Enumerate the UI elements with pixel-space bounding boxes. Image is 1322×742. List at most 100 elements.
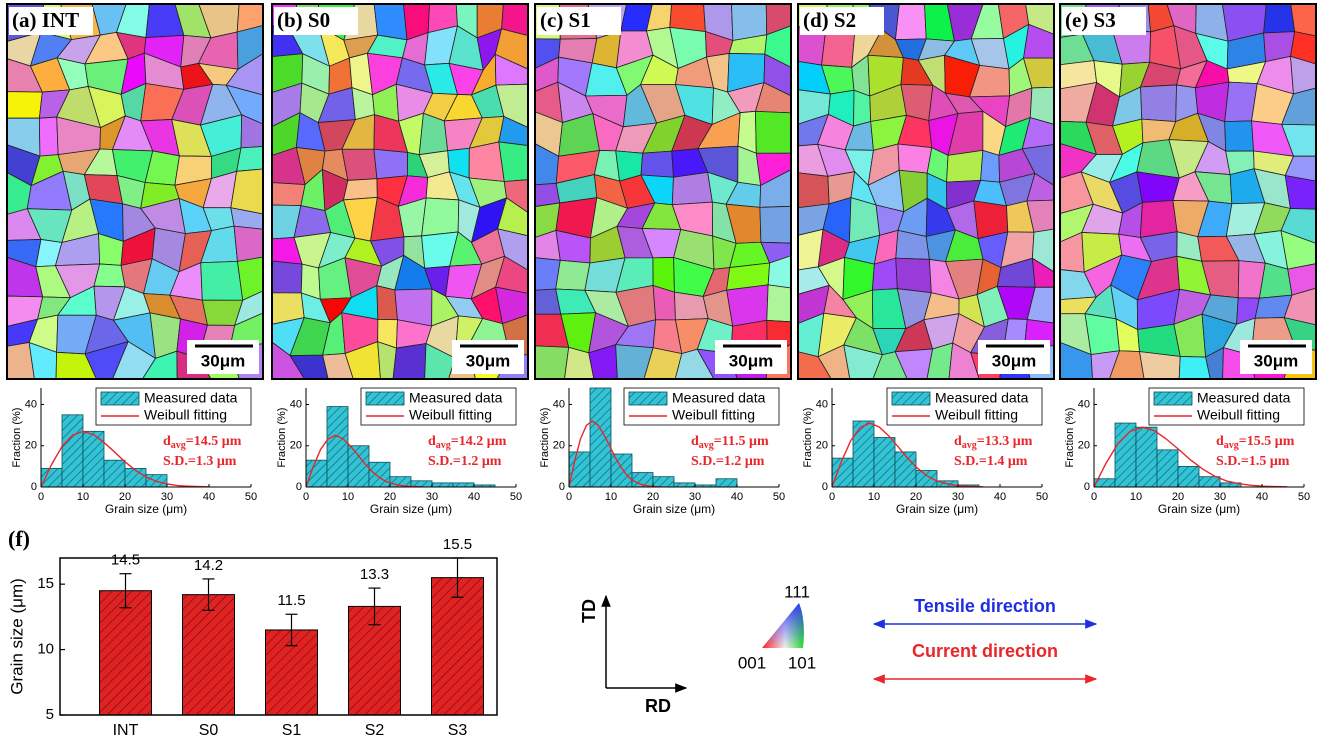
y-axis-label: Fraction (%) [276, 408, 288, 468]
value-label: 14.5 [111, 552, 140, 569]
figure: (a) INT30μm 0 20 40 0 10 20 30 40 50 Grain size (μ… [0, 0, 1322, 742]
y-tick-label: 20 [553, 440, 565, 452]
histogram-bar [874, 438, 895, 488]
histogram-bar [348, 446, 369, 487]
grain [898, 144, 932, 173]
annotation: davg=15.5 μm [1216, 434, 1295, 451]
histogram-bar [62, 415, 83, 487]
ebsd-map: (d) S230μm [798, 4, 1054, 379]
histogram-bar [1115, 423, 1136, 487]
annotation-subscript: avg [436, 440, 451, 451]
x-tick-label: S1 [282, 722, 302, 739]
histogram-bar [674, 483, 695, 487]
histogram-bar [611, 454, 632, 487]
x-tick-label: 20 [647, 491, 659, 503]
grain [1285, 175, 1316, 209]
tensile-label: Tensile direction [914, 596, 1056, 616]
x-tick-label: S0 [199, 722, 219, 739]
annotation-text: =14.2 μm [451, 434, 507, 449]
rd-label: RD [645, 696, 671, 716]
histogram-bar [104, 460, 125, 487]
x-tick-label: 0 [38, 491, 44, 503]
legend-label: Weibull fitting [935, 407, 1018, 423]
ebsd-map: (a) INT30μm [7, 4, 263, 379]
grain [641, 151, 673, 177]
annotation-subscript: avg [699, 440, 714, 451]
y-tick-label: 15 [37, 575, 54, 592]
legend-swatch [892, 392, 930, 405]
x-tick-label: 10 [77, 491, 89, 503]
y-tick-label: 10 [37, 641, 54, 658]
x-tick-label: 30 [1214, 491, 1226, 503]
y-tick-label: 40 [25, 398, 37, 410]
histogram-bar [653, 477, 674, 487]
y-tick-label: 20 [816, 440, 828, 452]
x-tick-label: 20 [384, 491, 396, 503]
grain [760, 206, 791, 243]
y-axis-label: Fraction (%) [802, 408, 814, 468]
annotation-subscript: avg [1224, 440, 1239, 451]
bar [183, 595, 235, 715]
grain [377, 286, 398, 320]
grain [672, 172, 712, 204]
annotation-subscript: avg [171, 440, 186, 451]
grain [1141, 85, 1177, 122]
ebsd-map: (b) S0 30μm [272, 4, 528, 379]
value-label: 11.5 [277, 592, 305, 609]
grain [39, 117, 58, 156]
panel-label: (b) S0 [277, 8, 330, 32]
x-tick-label: S2 [365, 722, 385, 739]
x-tick-label: 20 [1172, 491, 1184, 503]
x-tick-label: 50 [1036, 491, 1048, 503]
x-tick-label: 0 [303, 491, 309, 503]
legend-swatch [629, 392, 667, 405]
x-axis-label: Grain size (μm) [1158, 502, 1240, 516]
annotation-sd: S.D.=1.4 μm [954, 454, 1028, 469]
annotation-sd: S.D.=1.2 μm [428, 454, 502, 469]
annotation-text: =15.5 μm [1239, 434, 1295, 449]
x-tick-label: 40 [1256, 491, 1268, 503]
panel-label: (c) S1 [540, 8, 591, 32]
scale-bar-label: 30μm [466, 351, 510, 370]
legend-label: Weibull fitting [144, 407, 227, 423]
annotation: davg=13.3 μm [954, 434, 1033, 451]
x-tick-label: 30 [952, 491, 964, 503]
x-tick-label: 30 [426, 491, 438, 503]
grain [342, 149, 377, 180]
y-tick-label: 40 [816, 398, 828, 410]
x-tick-label: S3 [448, 722, 468, 739]
annotation-symbol: d [691, 434, 699, 449]
grain [201, 261, 243, 300]
ipf-label: 101 [788, 653, 816, 672]
scale-bar-label: 30μm [1254, 351, 1298, 370]
annotation-subscript: avg [962, 440, 977, 451]
bar [432, 578, 484, 715]
histogram-bar [41, 468, 62, 487]
x-tick-label: 40 [468, 491, 480, 503]
annotation-symbol: d [163, 434, 171, 449]
ipf-label: 001 [738, 653, 766, 672]
grain-mosaic [535, 4, 791, 379]
histogram-bar [1199, 477, 1220, 487]
annotation-symbol: d [1216, 434, 1224, 449]
y-axis-label: Grain size (μm) [7, 578, 26, 695]
legend-label: Measured data [935, 390, 1029, 406]
y-tick-label: 20 [1078, 440, 1090, 452]
value-label: 14.2 [194, 557, 223, 574]
grain [393, 344, 426, 379]
annotation-text: =14.5 μm [186, 434, 242, 449]
histogram-bar [832, 458, 853, 487]
grain [1264, 4, 1295, 33]
y-tick-label: 0 [296, 481, 302, 493]
histogram-bar [369, 462, 390, 487]
x-tick-label: INT [113, 722, 139, 739]
value-label: 15.5 [443, 536, 472, 553]
y-tick-label: 20 [25, 440, 37, 452]
y-tick-label: 40 [553, 398, 565, 410]
scale-bar-label: 30μm [729, 351, 773, 370]
ipf-triangle-blue [762, 603, 804, 648]
grain [1138, 324, 1181, 356]
grain [7, 92, 42, 119]
grain [947, 150, 983, 182]
grain [556, 260, 590, 290]
